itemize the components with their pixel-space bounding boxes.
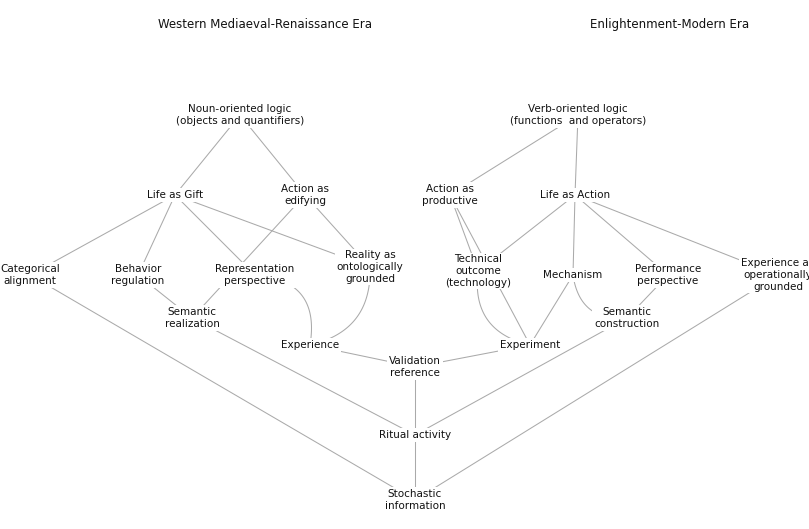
Text: Experience: Experience — [281, 340, 339, 350]
Text: Semantic
construction: Semantic construction — [595, 307, 659, 329]
Text: Verb-oriented logic
(functions  and operators): Verb-oriented logic (functions and opera… — [510, 104, 646, 126]
Text: Representation
perspective: Representation perspective — [215, 264, 294, 286]
Text: Ritual activity: Ritual activity — [379, 430, 451, 440]
Text: Experiment: Experiment — [500, 340, 560, 350]
Text: Enlightenment-Modern Era: Enlightenment-Modern Era — [590, 18, 749, 31]
Text: Categorical
alignment: Categorical alignment — [0, 264, 60, 286]
Text: Life as Action: Life as Action — [540, 190, 610, 200]
Text: Western Mediaeval-Renaissance Era: Western Mediaeval-Renaissance Era — [158, 18, 372, 31]
Text: Life as Gift: Life as Gift — [147, 190, 203, 200]
Text: Action as
productive: Action as productive — [422, 184, 478, 206]
Text: Validation
reference: Validation reference — [389, 356, 441, 378]
Text: Experience as
operationally
grounded: Experience as operationally grounded — [741, 258, 809, 291]
Text: Mechanism: Mechanism — [544, 270, 603, 280]
Text: Stochastic
information: Stochastic information — [385, 489, 445, 511]
Text: Behavior
regulation: Behavior regulation — [112, 264, 164, 286]
Text: Semantic
realization: Semantic realization — [164, 307, 219, 329]
Text: Action as
edifying: Action as edifying — [281, 184, 329, 206]
Text: Reality as
ontologically
grounded: Reality as ontologically grounded — [337, 250, 404, 284]
Text: Performance
perspective: Performance perspective — [635, 264, 701, 286]
Text: Noun-oriented logic
(objects and quantifiers): Noun-oriented logic (objects and quantif… — [176, 104, 304, 126]
Text: Technical
outcome
(technology): Technical outcome (technology) — [445, 254, 511, 288]
